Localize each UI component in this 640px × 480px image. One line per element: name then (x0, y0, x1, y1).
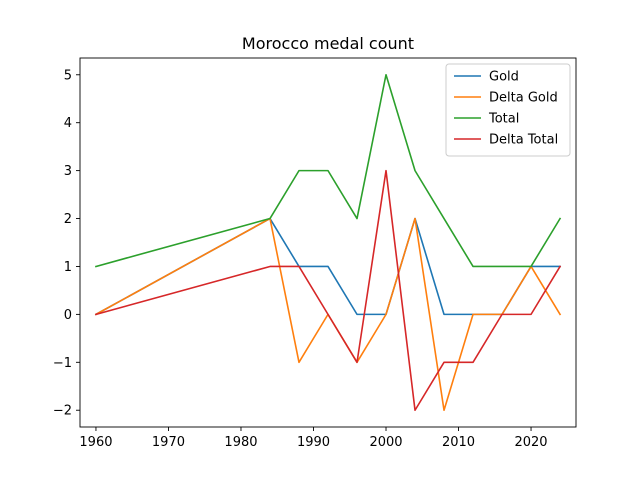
y-tick-label: 0 (64, 308, 72, 323)
x-tick-label: 2020 (514, 435, 547, 450)
y-tick-label: −2 (53, 404, 72, 419)
legend-label-0: Gold (489, 70, 519, 85)
x-tick-label: 2000 (369, 435, 402, 450)
series-line-1 (94, 217, 562, 412)
legend-label-1: Delta Gold (489, 91, 558, 106)
y-tick-label: 1 (64, 260, 72, 275)
legend-box (445, 63, 571, 157)
y-tick-label: 5 (64, 68, 72, 83)
axes-frame (79, 57, 577, 428)
y-tick-label: 3 (64, 164, 72, 179)
x-tick-label: 1990 (297, 435, 330, 450)
legend-label-3: Delta Total (489, 133, 558, 148)
x-tick-label: 1960 (79, 435, 112, 450)
y-tick-label: 2 (64, 212, 72, 227)
legend: Gold Delta Gold Total Delta Total (445, 63, 571, 157)
plot-area: 1960 1970 1980 1990 2000 2010 2020 −2 −1 0 1 2 3 4 5 (53, 57, 577, 450)
x-tick-label: 2010 (442, 435, 475, 450)
x-tick-label: 1970 (152, 435, 185, 450)
chart-title: Morocco medal count (242, 34, 414, 53)
series-line-3 (94, 169, 562, 412)
y-tick-label: 4 (64, 116, 72, 131)
series-line-2 (94, 73, 562, 268)
legend-label-2: Total (488, 112, 519, 127)
y-tick-label: −1 (53, 356, 72, 371)
x-tick-label: 1980 (224, 435, 257, 450)
